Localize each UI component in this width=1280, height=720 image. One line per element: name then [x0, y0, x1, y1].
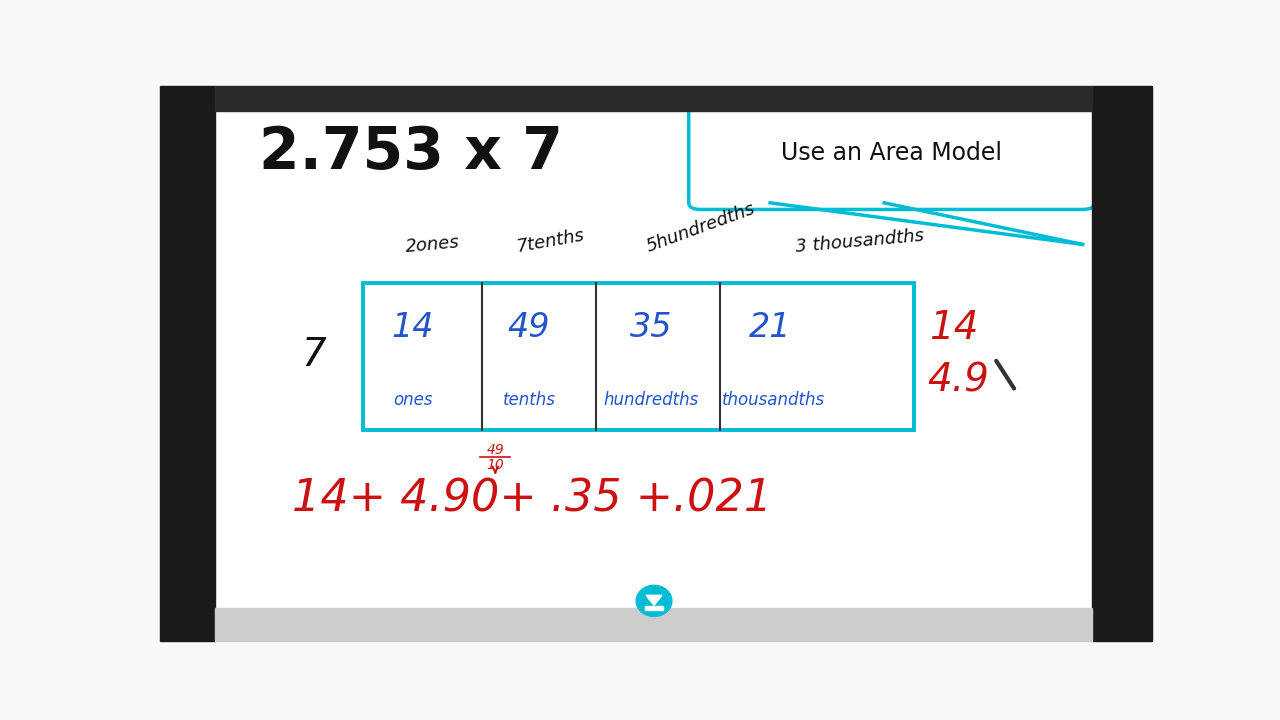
Text: thousandths: thousandths	[722, 391, 824, 409]
Bar	[215, 86, 1092, 112]
Text: 2.753 x 7: 2.753 x 7	[259, 125, 563, 181]
Text: 4.9: 4.9	[928, 361, 989, 399]
Text: 7tenths: 7tenths	[515, 226, 586, 256]
Bar	[215, 608, 1092, 641]
Polygon shape	[646, 595, 662, 606]
Polygon shape	[645, 606, 663, 610]
Text: 14+ 4.90+ .35 +.021: 14+ 4.90+ .35 +.021	[292, 478, 772, 521]
Bar	[160, 86, 215, 641]
Text: Use an Area Model: Use an Area Model	[781, 141, 1002, 165]
Text: 10: 10	[486, 457, 504, 472]
FancyBboxPatch shape	[689, 96, 1094, 210]
Text: 14: 14	[929, 309, 978, 346]
Text: hundredths: hundredths	[603, 391, 699, 409]
Text: 49: 49	[508, 311, 550, 344]
Text: 35: 35	[630, 311, 672, 344]
Text: tenths: tenths	[503, 391, 556, 409]
Polygon shape	[636, 585, 672, 616]
Bar	[1093, 86, 1152, 641]
Text: 14: 14	[392, 311, 434, 344]
Text: 5hundredths: 5hundredths	[644, 199, 758, 256]
Bar	[215, 112, 1092, 608]
Text: 7: 7	[301, 336, 326, 374]
Text: 21: 21	[749, 311, 791, 344]
Text: 3 thousandths: 3 thousandths	[795, 226, 925, 256]
Text: 2ones: 2ones	[404, 233, 461, 256]
Text: ones: ones	[393, 391, 433, 409]
Text: 49: 49	[486, 443, 504, 456]
Bar	[364, 283, 914, 430]
